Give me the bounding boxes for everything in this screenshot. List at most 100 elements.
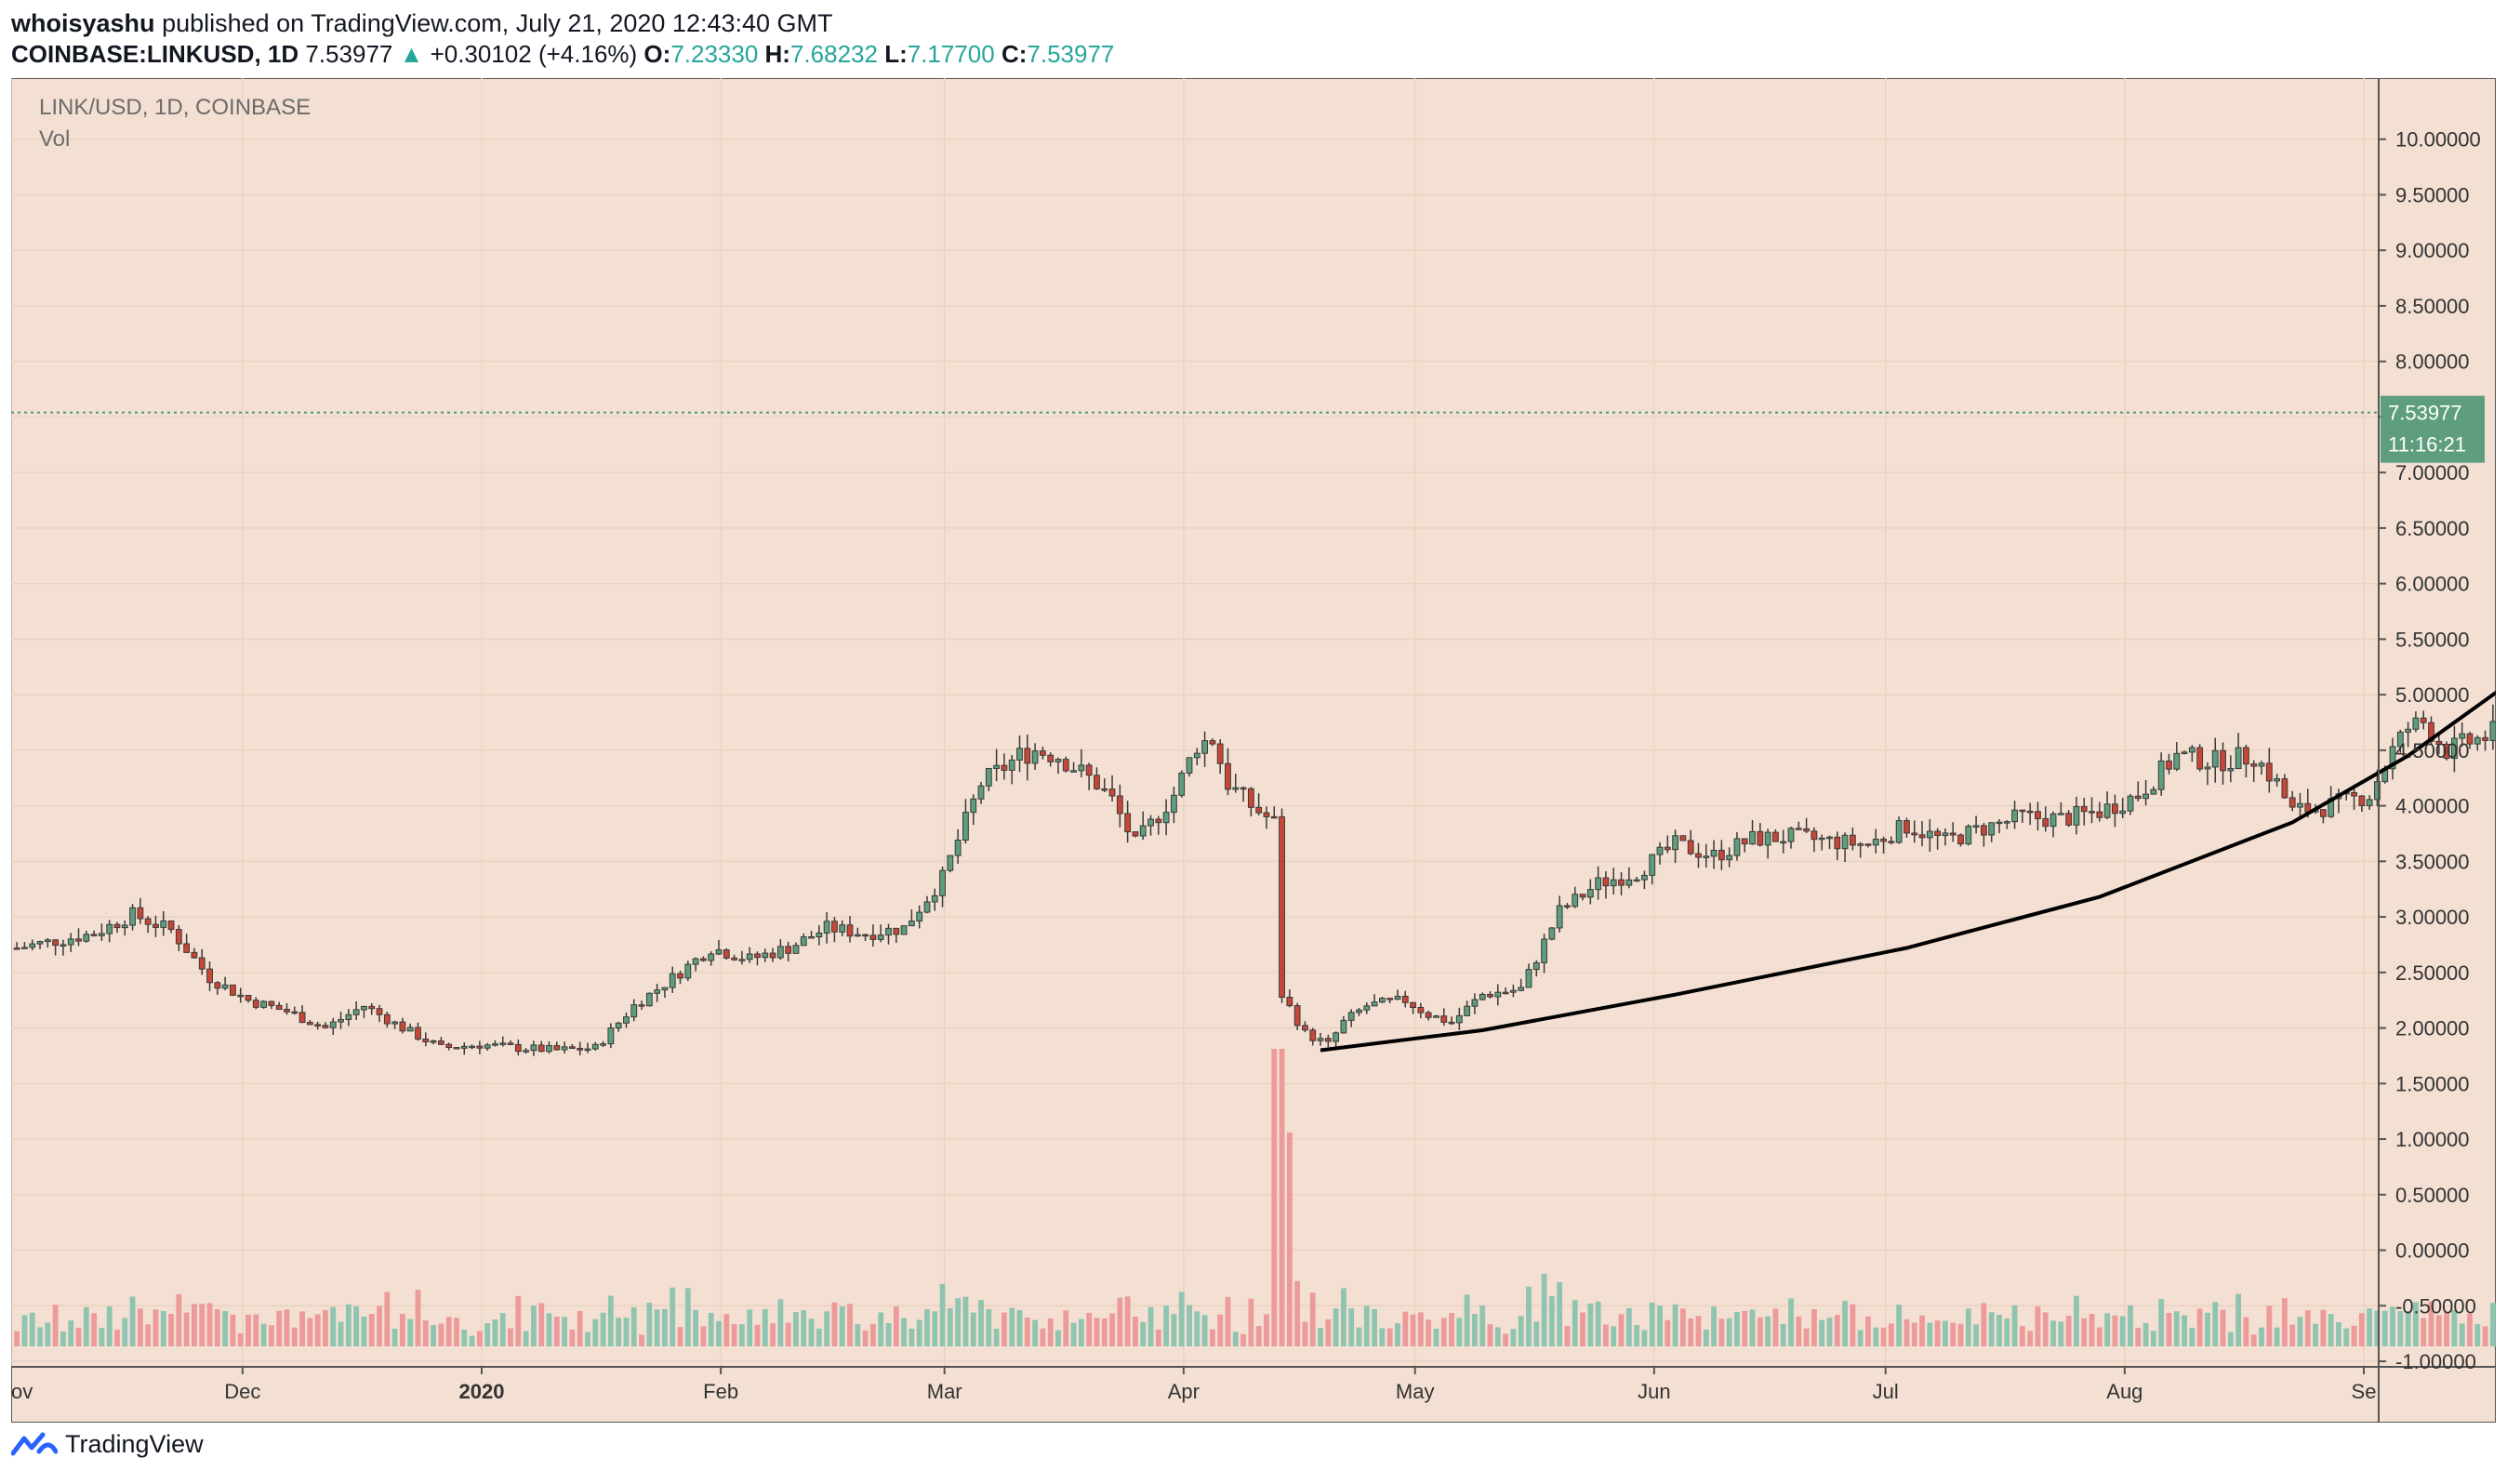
candle-body — [669, 973, 676, 988]
candle-body — [2035, 811, 2041, 819]
candle-body — [1394, 995, 1401, 1000]
price-tick-label: 0.00000 — [2395, 1239, 2470, 1263]
volume-bar — [508, 1328, 513, 1346]
price-tick-label: 7.00000 — [2395, 461, 2470, 484]
volume-bars — [14, 1049, 2507, 1346]
candle-body — [1270, 815, 1278, 819]
volume-bar — [1217, 1314, 1224, 1346]
candle-body — [808, 936, 815, 939]
candle-body — [1641, 874, 1648, 881]
volume-bar — [1934, 1320, 1941, 1346]
candle-body — [1371, 1001, 1378, 1007]
candle-body — [21, 947, 28, 949]
volume-bar — [1503, 1333, 1509, 1346]
candle-body — [2450, 737, 2458, 760]
volume-bar — [214, 1309, 220, 1346]
volume-bar — [153, 1309, 159, 1346]
candle-body — [1464, 1005, 1471, 1016]
candle-body — [1610, 879, 1617, 887]
volume-bar — [1294, 1280, 1301, 1346]
volume-bar — [2250, 1334, 2257, 1346]
volume-bar — [2142, 1322, 2149, 1346]
candle-body — [823, 921, 830, 934]
candle-body — [553, 1045, 561, 1051]
volume-bar — [1494, 1327, 1501, 1346]
price-tick-label: 4.50000 — [2395, 739, 2470, 762]
candle-body — [1518, 987, 1525, 991]
candle-body — [1949, 832, 1957, 836]
candle-body — [2204, 766, 2211, 770]
candle-body — [985, 767, 992, 787]
candle-body — [607, 1027, 615, 1045]
volume-bar — [553, 1316, 560, 1346]
candle-body — [2435, 740, 2443, 745]
candle-body — [831, 921, 838, 933]
volume-bar — [1981, 1303, 1987, 1346]
candle-body — [183, 943, 191, 953]
candle-body — [2258, 762, 2265, 767]
candle-body — [1047, 754, 1055, 762]
candle-body — [1094, 775, 1100, 789]
candle-body — [2073, 805, 2080, 826]
volume-bar — [199, 1304, 206, 1346]
volume-bar — [245, 1314, 251, 1346]
volume-bar — [2104, 1313, 2111, 1346]
candle-body — [700, 958, 707, 961]
volume-bar — [1286, 1133, 1293, 1346]
volume-bar — [2413, 1302, 2419, 1346]
volume-bar — [1109, 1313, 1115, 1346]
candle-body — [1926, 830, 1933, 839]
volume-bar — [1603, 1324, 1609, 1346]
volume-bar — [2259, 1327, 2264, 1346]
volume-bar — [338, 1321, 344, 1346]
candle-body — [268, 1000, 275, 1006]
volume-bar — [1587, 1303, 1594, 1346]
volume-bar — [1248, 1298, 1254, 1346]
volume-bar — [29, 1312, 35, 1346]
price-tick-label: 8.50000 — [2395, 295, 2470, 318]
grid-lines — [10, 78, 2379, 1367]
volume-bar — [986, 1308, 992, 1346]
candle-body — [167, 920, 175, 931]
volume-bar — [824, 1311, 830, 1346]
open-value: 7.23330 — [670, 40, 759, 68]
candle-body — [746, 953, 753, 961]
candle-body — [1811, 830, 1818, 841]
volume-bar — [646, 1302, 653, 1346]
candle-body — [2211, 749, 2219, 768]
volume-bar — [1225, 1296, 1231, 1346]
volume-bar — [1140, 1321, 1147, 1346]
volume-bar — [445, 1317, 452, 1346]
candle-body — [430, 1040, 437, 1043]
author-name[interactable]: whoisyashu — [11, 9, 155, 37]
volume-bar — [785, 1322, 791, 1346]
volume-bar — [793, 1312, 799, 1346]
candle-body — [577, 1047, 584, 1051]
candle-body — [1664, 846, 1671, 851]
volume-bar — [862, 1330, 869, 1346]
volume-bar — [947, 1307, 953, 1346]
candle-body — [322, 1025, 329, 1028]
candle-body — [854, 934, 861, 937]
chart-frame[interactable]: 10.000009.500009.000008.500008.000007.50… — [10, 77, 2507, 1427]
price-chart[interactable]: 10.000009.500009.000008.500008.000007.50… — [10, 77, 2507, 1424]
candle-body — [98, 933, 105, 936]
candle-body — [1695, 853, 1702, 858]
volume-bar — [662, 1308, 668, 1346]
volume-bar — [237, 1332, 244, 1346]
volume-bar — [1240, 1333, 1246, 1346]
candle-body — [1633, 879, 1640, 882]
volume-bar — [1625, 1307, 1632, 1346]
volume-bar — [422, 1320, 429, 1346]
footer-brand[interactable]: TradingView — [11, 1430, 204, 1459]
candle-body — [352, 1009, 360, 1015]
volume-bar — [122, 1318, 128, 1346]
volume-bar — [1896, 1305, 1903, 1346]
volume-bar — [1001, 1312, 1007, 1346]
volume-bar — [461, 1330, 468, 1346]
volume-bar — [1548, 1296, 1555, 1346]
volume-bar — [630, 1306, 637, 1346]
candle-body — [1764, 831, 1771, 846]
candle-body — [1309, 1029, 1317, 1041]
candle-body — [2119, 810, 2127, 815]
